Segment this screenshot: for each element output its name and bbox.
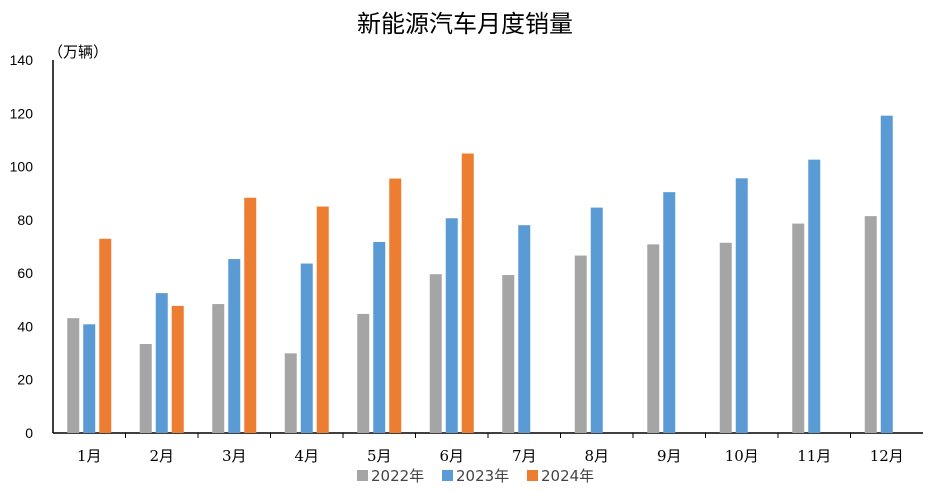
bar — [735, 178, 748, 433]
bar — [244, 197, 257, 433]
x-tick-label: 12月 — [870, 447, 904, 465]
bar — [373, 241, 386, 433]
bar — [590, 207, 603, 433]
bar — [316, 206, 329, 433]
bar — [445, 218, 458, 433]
x-tick-label: 11月 — [797, 447, 831, 465]
bar — [212, 304, 225, 433]
bar — [139, 344, 152, 433]
bar — [864, 216, 877, 433]
x-tick-label: 2月 — [149, 447, 174, 465]
bar — [284, 353, 297, 433]
legend-label: 2023年 — [456, 467, 509, 485]
bar — [502, 275, 515, 433]
x-tick-label: 9月 — [657, 447, 682, 465]
x-tick-label: 6月 — [439, 447, 464, 465]
legend-swatch — [527, 470, 538, 481]
bar — [647, 244, 660, 433]
y-tick-label: 0 — [25, 425, 33, 441]
bar — [792, 223, 805, 433]
y-tick-label: 140 — [10, 52, 34, 68]
y-axis: 0 20 40 60 80 100 120 140 — [10, 52, 54, 441]
x-tick-label: 3月 — [222, 447, 247, 465]
x-axis: 1月 2月 3月 4月 5月 6月 7月 8月 9月 10月 11月 12月 — [53, 432, 923, 465]
bar — [719, 242, 732, 433]
legend: 2022年 2023年 2024年 — [357, 467, 594, 485]
bar — [518, 225, 531, 433]
y-tick-label: 40 — [17, 318, 33, 334]
y-unit-label: （万辆） — [48, 43, 108, 61]
bar — [155, 293, 168, 433]
bar — [880, 115, 893, 434]
bar — [83, 324, 96, 433]
y-tick-label: 20 — [17, 372, 33, 388]
bar — [389, 178, 402, 433]
bar — [171, 305, 184, 433]
bar — [663, 192, 676, 433]
x-tick-label: 1月 — [77, 447, 102, 465]
bar — [357, 313, 370, 433]
legend-swatch — [442, 470, 453, 481]
y-tick-label: 120 — [10, 105, 34, 121]
bars — [67, 115, 893, 434]
x-tick-label: 10月 — [725, 447, 759, 465]
x-tick-label: 7月 — [512, 447, 537, 465]
legend-swatch — [357, 470, 368, 481]
bar — [99, 238, 112, 433]
chart-title: 新能源汽车月度销量 — [357, 10, 573, 38]
x-tick-label: 4月 — [294, 447, 319, 465]
y-tick-label: 80 — [17, 212, 33, 228]
x-tick-label: 5月 — [367, 447, 392, 465]
bar — [461, 153, 474, 434]
bar — [300, 263, 313, 433]
x-tick-label: 8月 — [584, 447, 609, 465]
bar — [67, 318, 80, 433]
legend-label: 2022年 — [371, 467, 424, 485]
bar — [429, 274, 442, 433]
legend-label: 2024年 — [541, 467, 594, 485]
y-tick-label: 60 — [17, 265, 33, 281]
bar — [574, 255, 587, 433]
bar — [808, 159, 821, 433]
y-tick-label: 100 — [10, 159, 34, 175]
bar — [228, 259, 241, 433]
